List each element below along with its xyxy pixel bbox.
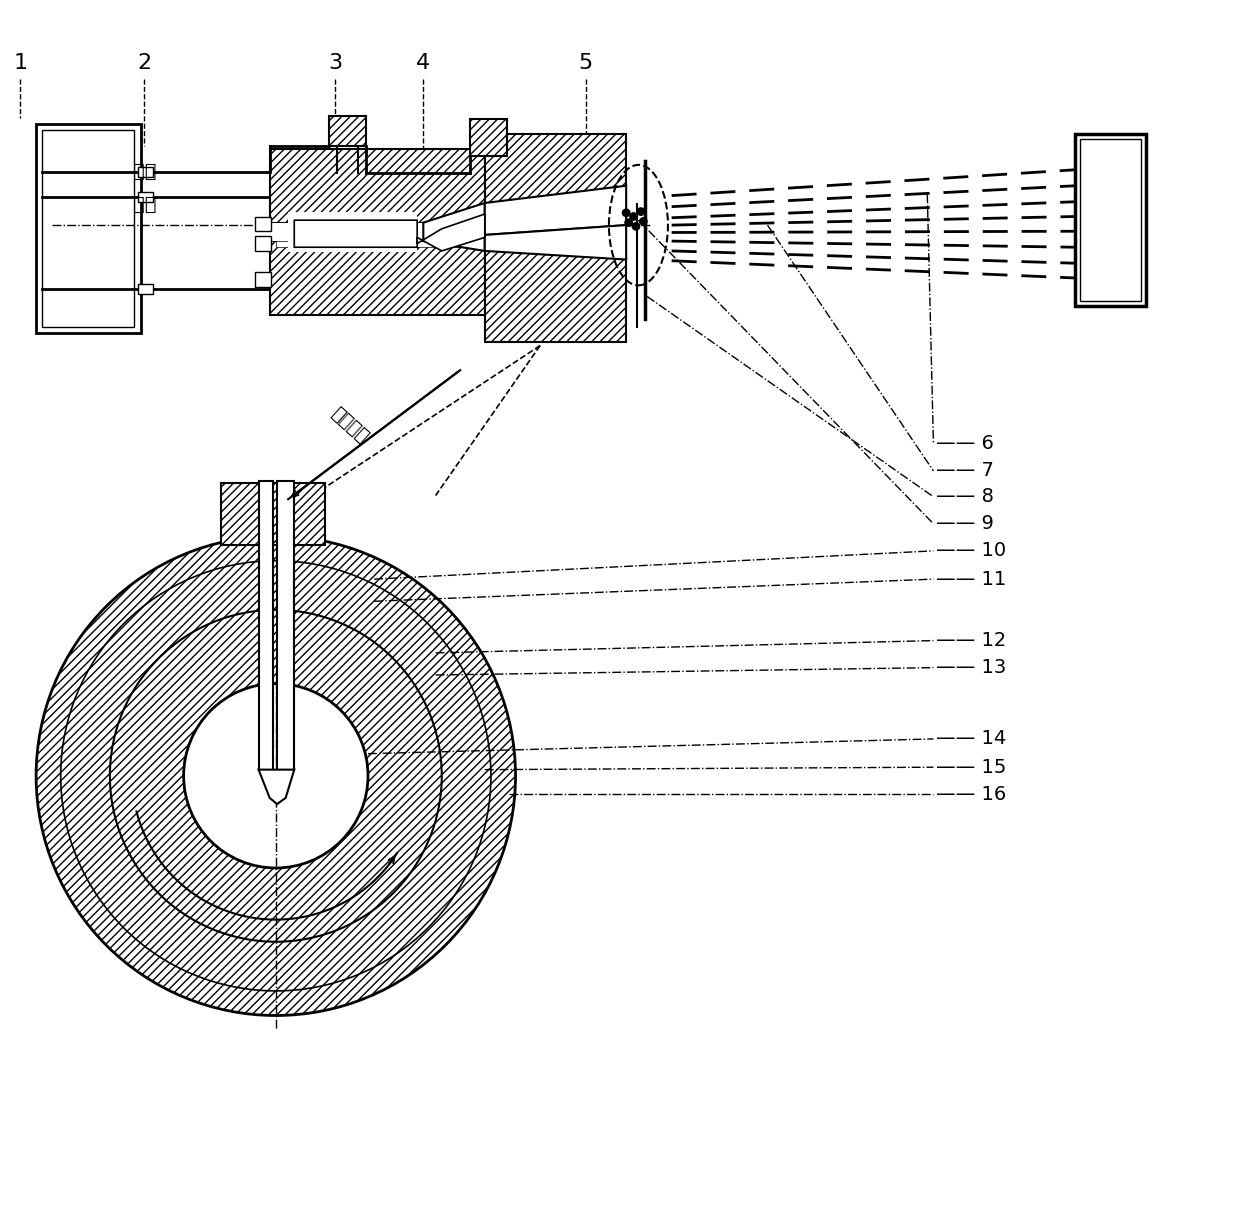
Bar (269, 241, 485, 315)
Text: 1: 1 (14, 53, 27, 73)
Circle shape (640, 218, 647, 225)
Bar (259, 480, 273, 770)
Bar (255, 217, 270, 232)
Text: —— 12: —— 12 (936, 631, 1006, 650)
Bar (485, 134, 626, 233)
Text: 截面放大: 截面放大 (327, 404, 372, 446)
Bar (221, 483, 325, 545)
Bar (138, 192, 153, 202)
Bar (138, 285, 153, 294)
Bar (1075, 134, 1146, 307)
Circle shape (632, 223, 640, 230)
Text: 4: 4 (417, 53, 430, 73)
Text: —— 13: —— 13 (936, 658, 1006, 678)
Bar (269, 223, 423, 241)
Bar (288, 212, 417, 253)
Bar (42, 131, 134, 328)
Text: —— 6: —— 6 (936, 435, 993, 453)
Bar (138, 168, 153, 177)
Bar (275, 223, 479, 241)
Text: —— 7: —— 7 (936, 462, 993, 480)
Text: —— 14: —— 14 (936, 729, 1006, 748)
Text: 5: 5 (578, 53, 593, 73)
Bar (277, 480, 294, 770)
Text: —— 10: —— 10 (936, 541, 1006, 561)
Bar (255, 272, 270, 287)
Text: 高压: 高压 (133, 161, 156, 181)
Bar (485, 250, 626, 342)
Text: 3: 3 (327, 53, 342, 73)
Text: —— 9: —— 9 (936, 514, 993, 533)
Polygon shape (485, 186, 626, 235)
Text: 2: 2 (138, 53, 151, 73)
Polygon shape (423, 203, 485, 251)
Text: —— 16: —— 16 (936, 785, 1006, 803)
Text: 直流: 直流 (133, 195, 156, 213)
Text: —— 15: —— 15 (936, 758, 1007, 776)
Circle shape (637, 208, 645, 216)
Polygon shape (485, 225, 626, 260)
Bar (269, 223, 423, 241)
Bar (275, 223, 479, 248)
Bar (1080, 139, 1141, 302)
Bar (36, 124, 140, 334)
Text: —— 11: —— 11 (936, 569, 1006, 589)
Circle shape (630, 213, 637, 221)
Circle shape (622, 209, 630, 217)
Polygon shape (294, 214, 485, 251)
Bar (255, 237, 270, 251)
Polygon shape (259, 770, 294, 804)
Text: —— 8: —— 8 (936, 488, 993, 506)
Circle shape (184, 684, 368, 869)
Bar (470, 120, 507, 156)
Bar (329, 116, 366, 147)
Bar (269, 149, 485, 223)
Circle shape (625, 219, 632, 227)
